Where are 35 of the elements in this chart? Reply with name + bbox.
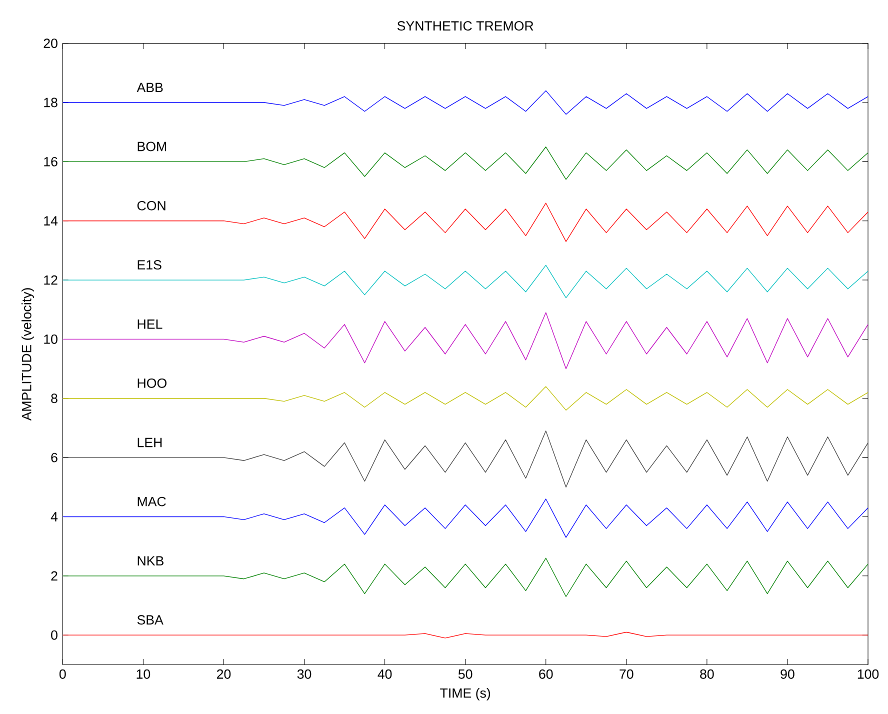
y-tick-label: 8 (51, 394, 58, 404)
y-tick-label: 18 (44, 98, 58, 108)
x-tick-label: 60 (539, 669, 553, 679)
x-tick-label: 100 (858, 669, 879, 679)
y-axis-title: AMPLITUDE (velocity) (22, 288, 34, 421)
x-tick-label: 50 (458, 669, 472, 679)
y-tick-label: 6 (51, 452, 58, 462)
series-label: ABB (136, 82, 163, 92)
x-tick-label: 0 (59, 669, 66, 679)
y-tick-label: 20 (44, 38, 58, 48)
x-tick-label: 20 (216, 669, 231, 679)
series-label: HEL (138, 320, 162, 329)
series-label: BOM (138, 142, 166, 152)
y-tick-label: 10 (44, 334, 58, 344)
x-tick-label: 40 (378, 669, 392, 679)
y-tick-label: 14 (44, 216, 58, 226)
x-tick-label: 90 (780, 669, 794, 679)
y-tick-label: 12 (44, 275, 58, 285)
chart-title: SYNTHETIC TREMOR (397, 21, 534, 31)
y-tick-label: 4 (50, 512, 58, 522)
series-label: E1S (138, 260, 162, 270)
series-label: HOO (138, 378, 166, 388)
series-label: LEH (138, 438, 162, 448)
x-tick-label: 10 (136, 669, 150, 679)
series-label: CON (137, 200, 166, 210)
y-tick-label: 2 (51, 571, 58, 581)
y-tick-label: 16 (44, 156, 58, 166)
series-label: MAC (138, 496, 166, 506)
y-tick-label: 0 (51, 630, 58, 640)
x-axis-title: TIME (s) (440, 688, 490, 700)
x-tick-label: 80 (700, 669, 714, 679)
series-label: NKB (138, 556, 164, 566)
x-tick-label: 70 (620, 669, 634, 679)
series-label: SBA (137, 615, 164, 625)
x-tick-label: 30 (297, 669, 312, 679)
